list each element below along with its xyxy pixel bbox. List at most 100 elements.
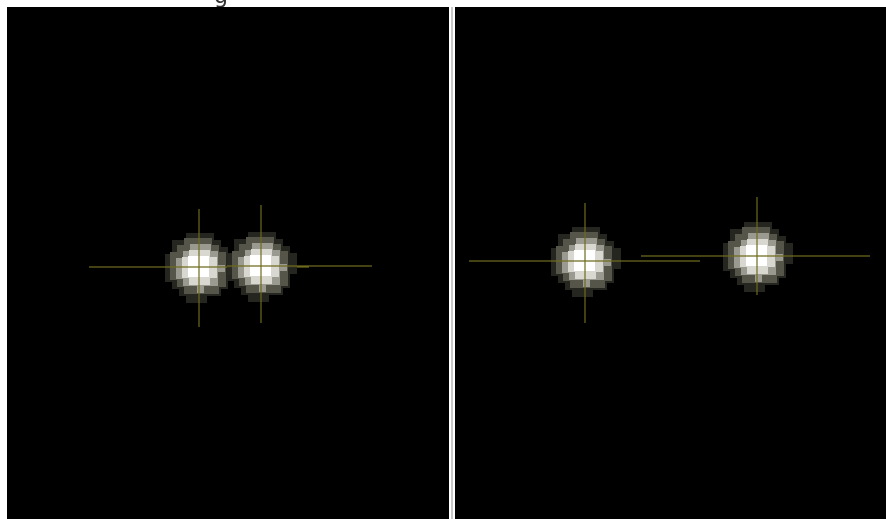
spot-2-pixel bbox=[267, 237, 274, 244]
spot-1-pixel bbox=[211, 251, 218, 258]
spot-1-pixel bbox=[219, 259, 226, 266]
spot-3-pixel bbox=[588, 250, 595, 257]
spot-4-pixel bbox=[761, 239, 768, 246]
spot-4-pixel bbox=[777, 248, 784, 255]
spot-2-pixel bbox=[232, 258, 239, 265]
spot-2 bbox=[227, 232, 297, 302]
spot-1-pixel bbox=[165, 275, 172, 282]
spot-4-pixel bbox=[760, 259, 767, 266]
spot-3-pixel bbox=[604, 259, 611, 266]
spot-4-pixel bbox=[768, 260, 775, 267]
spot-3 bbox=[551, 227, 621, 297]
right-panel-canvas bbox=[469, 197, 870, 323]
spot-4-pixel bbox=[765, 222, 772, 229]
spot-3-pixel bbox=[562, 266, 569, 273]
spot-3-pixel bbox=[551, 248, 558, 255]
spot-2-pixel bbox=[273, 278, 280, 285]
spot-3-pixel bbox=[614, 262, 621, 269]
spot-4-pixel bbox=[786, 250, 793, 257]
spot-2-pixel bbox=[267, 286, 274, 293]
spot-1-pixel bbox=[211, 279, 218, 286]
spot-3-pixel bbox=[579, 227, 586, 234]
spot-4-pixel bbox=[760, 245, 767, 252]
spot-2-pixel bbox=[244, 270, 251, 277]
spot-4-pixel bbox=[737, 229, 744, 236]
spot-3-pixel bbox=[572, 290, 579, 297]
spot-4-pixel bbox=[749, 227, 756, 234]
spot-2-pixel bbox=[241, 239, 248, 246]
spot-4-pixel bbox=[747, 239, 754, 246]
left-panel-canvas bbox=[89, 205, 372, 327]
spot-2-pixel bbox=[290, 260, 297, 267]
spot-1-pixel bbox=[204, 244, 211, 251]
spot-3-pixel bbox=[574, 250, 581, 257]
spot-2-pixel bbox=[239, 279, 246, 286]
spot-1-pixel bbox=[170, 273, 177, 280]
spot-3-pixel bbox=[591, 281, 598, 288]
spot-3-pixel bbox=[588, 264, 595, 271]
spot-2-pixel bbox=[281, 251, 288, 258]
spot-3-pixel bbox=[596, 265, 603, 272]
spot-4-pixel bbox=[741, 268, 748, 275]
spot-4-pixel bbox=[734, 254, 741, 261]
spot-2-pixel bbox=[255, 232, 262, 239]
spot-4-pixel bbox=[728, 241, 735, 248]
spot-3-pixel bbox=[568, 251, 575, 258]
spot-2-pixel bbox=[281, 272, 288, 279]
spot-2-pixel bbox=[227, 267, 234, 274]
spot-4-pixel bbox=[734, 261, 741, 268]
spot-2-pixel bbox=[259, 285, 266, 292]
spot-2-pixel bbox=[241, 288, 248, 295]
spot-2-pixel bbox=[259, 243, 266, 250]
spot-1-pixel bbox=[191, 287, 198, 294]
spot-4-pixel bbox=[777, 262, 784, 269]
spot-1-pixel bbox=[210, 271, 217, 278]
spot-1-pixel bbox=[212, 287, 219, 294]
spot-4-pixel bbox=[747, 267, 754, 274]
spot-4-pixel bbox=[744, 285, 751, 292]
spot-2-pixel bbox=[262, 232, 269, 239]
spot-4-pixel bbox=[723, 257, 730, 264]
spot-4-pixel bbox=[749, 276, 756, 283]
spot-3-pixel bbox=[575, 244, 582, 251]
spot-1-pixel bbox=[183, 279, 190, 286]
spot-4-pixel bbox=[740, 260, 747, 267]
spot-3-pixel bbox=[575, 272, 582, 279]
spot-2-pixel bbox=[238, 271, 245, 278]
spot-3-pixel bbox=[570, 281, 577, 288]
spot-3-pixel bbox=[563, 274, 570, 281]
spot-3-pixel bbox=[614, 248, 621, 255]
spot-3-pixel bbox=[598, 281, 605, 288]
spot-3-pixel bbox=[605, 246, 612, 253]
spot-4-pixel bbox=[723, 243, 730, 250]
spot-2-pixel bbox=[262, 295, 269, 302]
spot-2-pixel bbox=[232, 272, 239, 279]
spot-2-pixel bbox=[281, 258, 288, 265]
spot-1-pixel bbox=[203, 278, 210, 285]
spot-3-pixel bbox=[558, 276, 565, 283]
spot-2-pixel bbox=[264, 255, 271, 262]
spot-1-pixel bbox=[197, 244, 204, 251]
spot-4-pixel bbox=[723, 264, 730, 271]
spot-3-pixel bbox=[586, 227, 593, 234]
spot-4-pixel bbox=[723, 250, 730, 257]
spot-4-pixel bbox=[742, 234, 749, 241]
spot-1-pixel bbox=[219, 280, 226, 287]
spot-4-pixel bbox=[758, 222, 765, 229]
spot-4-pixel bbox=[740, 246, 747, 253]
spot-3-pixel bbox=[593, 227, 600, 234]
spot-1-pixel bbox=[212, 245, 219, 252]
spot-3-pixel bbox=[605, 274, 612, 281]
spot-3-pixel bbox=[589, 272, 596, 279]
spot-4-pixel bbox=[730, 236, 737, 243]
spot-1-pixel bbox=[189, 250, 196, 257]
spot-1-pixel bbox=[219, 273, 226, 280]
spot-3-pixel bbox=[556, 260, 563, 267]
spot-4-pixel bbox=[755, 275, 762, 282]
spot-2-pixel bbox=[265, 277, 272, 284]
spot-1-pixel bbox=[186, 296, 193, 303]
spot-4-pixel bbox=[737, 278, 744, 285]
spot-1-pixel bbox=[183, 251, 190, 258]
spot-2-pixel bbox=[281, 279, 288, 286]
spot-3-pixel bbox=[614, 255, 621, 262]
